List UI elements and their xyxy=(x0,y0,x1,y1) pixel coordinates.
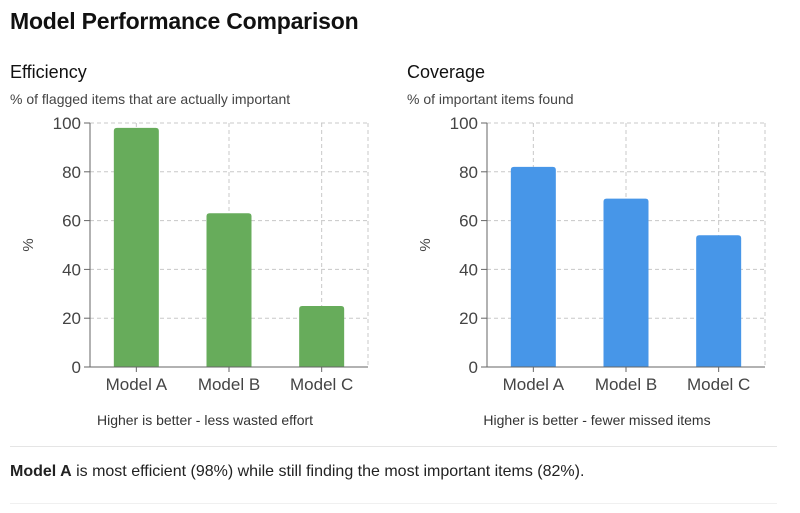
x-tick-label: Model C xyxy=(290,375,353,394)
coverage-chart-title: Coverage xyxy=(407,62,486,82)
y-axis-title: % xyxy=(20,238,37,251)
efficiency-chart-note: Higher is better - less wasted effort xyxy=(96,412,314,428)
x-tick-label: Model B xyxy=(198,375,260,394)
y-tick-label: 60 xyxy=(459,212,478,231)
efficiency-chart-title: Efficiency xyxy=(10,62,87,82)
bar xyxy=(206,213,252,367)
y-tick-label: 100 xyxy=(53,114,81,133)
x-tick-label: Model C xyxy=(687,375,750,394)
bar xyxy=(696,235,742,367)
summary-divider xyxy=(10,446,777,447)
bar xyxy=(510,166,556,367)
summary-text: Model A is most efficient (98%) while st… xyxy=(10,463,584,481)
coverage-chart-note: Higher is better - fewer missed items xyxy=(483,412,711,428)
coverage-panel: Coverage % of important items found 0 20 4… xyxy=(407,60,777,440)
y-tick-label: 0 xyxy=(469,358,478,377)
y-tick-label: 0 xyxy=(72,358,81,377)
y-tick-label: 40 xyxy=(459,260,478,279)
x-tick-label: Model A xyxy=(503,375,565,394)
efficiency-chart-subtitle: % of flagged items that are actually imp… xyxy=(10,91,291,107)
bar xyxy=(299,306,345,367)
page-title: Model Performance Comparison xyxy=(10,8,359,34)
summary-highlight: Model A xyxy=(10,463,72,480)
bar xyxy=(113,127,159,367)
y-tick-label: 20 xyxy=(459,309,478,328)
summary-body: is most efficient (98%) while still find… xyxy=(71,463,585,480)
y-tick-label: 80 xyxy=(62,163,81,182)
y-axis-title: % xyxy=(417,238,434,251)
x-tick-label: Model B xyxy=(595,375,657,394)
bottom-divider xyxy=(10,503,777,504)
y-tick-label: 80 xyxy=(459,163,478,182)
y-tick-label: 20 xyxy=(62,309,81,328)
bar xyxy=(603,198,649,367)
y-tick-label: 60 xyxy=(62,212,81,231)
y-tick-label: 100 xyxy=(450,114,478,133)
efficiency-chart: 0 20 40 60 80 100 Model A Model B Model C% xyxy=(20,114,369,394)
efficiency-panel: Efficiency % of flagged items that are a… xyxy=(10,60,380,440)
x-tick-label: Model A xyxy=(106,375,168,394)
y-tick-label: 40 xyxy=(62,260,81,279)
coverage-chart-subtitle: % of important items found xyxy=(407,91,574,107)
coverage-chart: 0 20 40 60 80 100 Model A Model B Model C% xyxy=(417,114,766,394)
